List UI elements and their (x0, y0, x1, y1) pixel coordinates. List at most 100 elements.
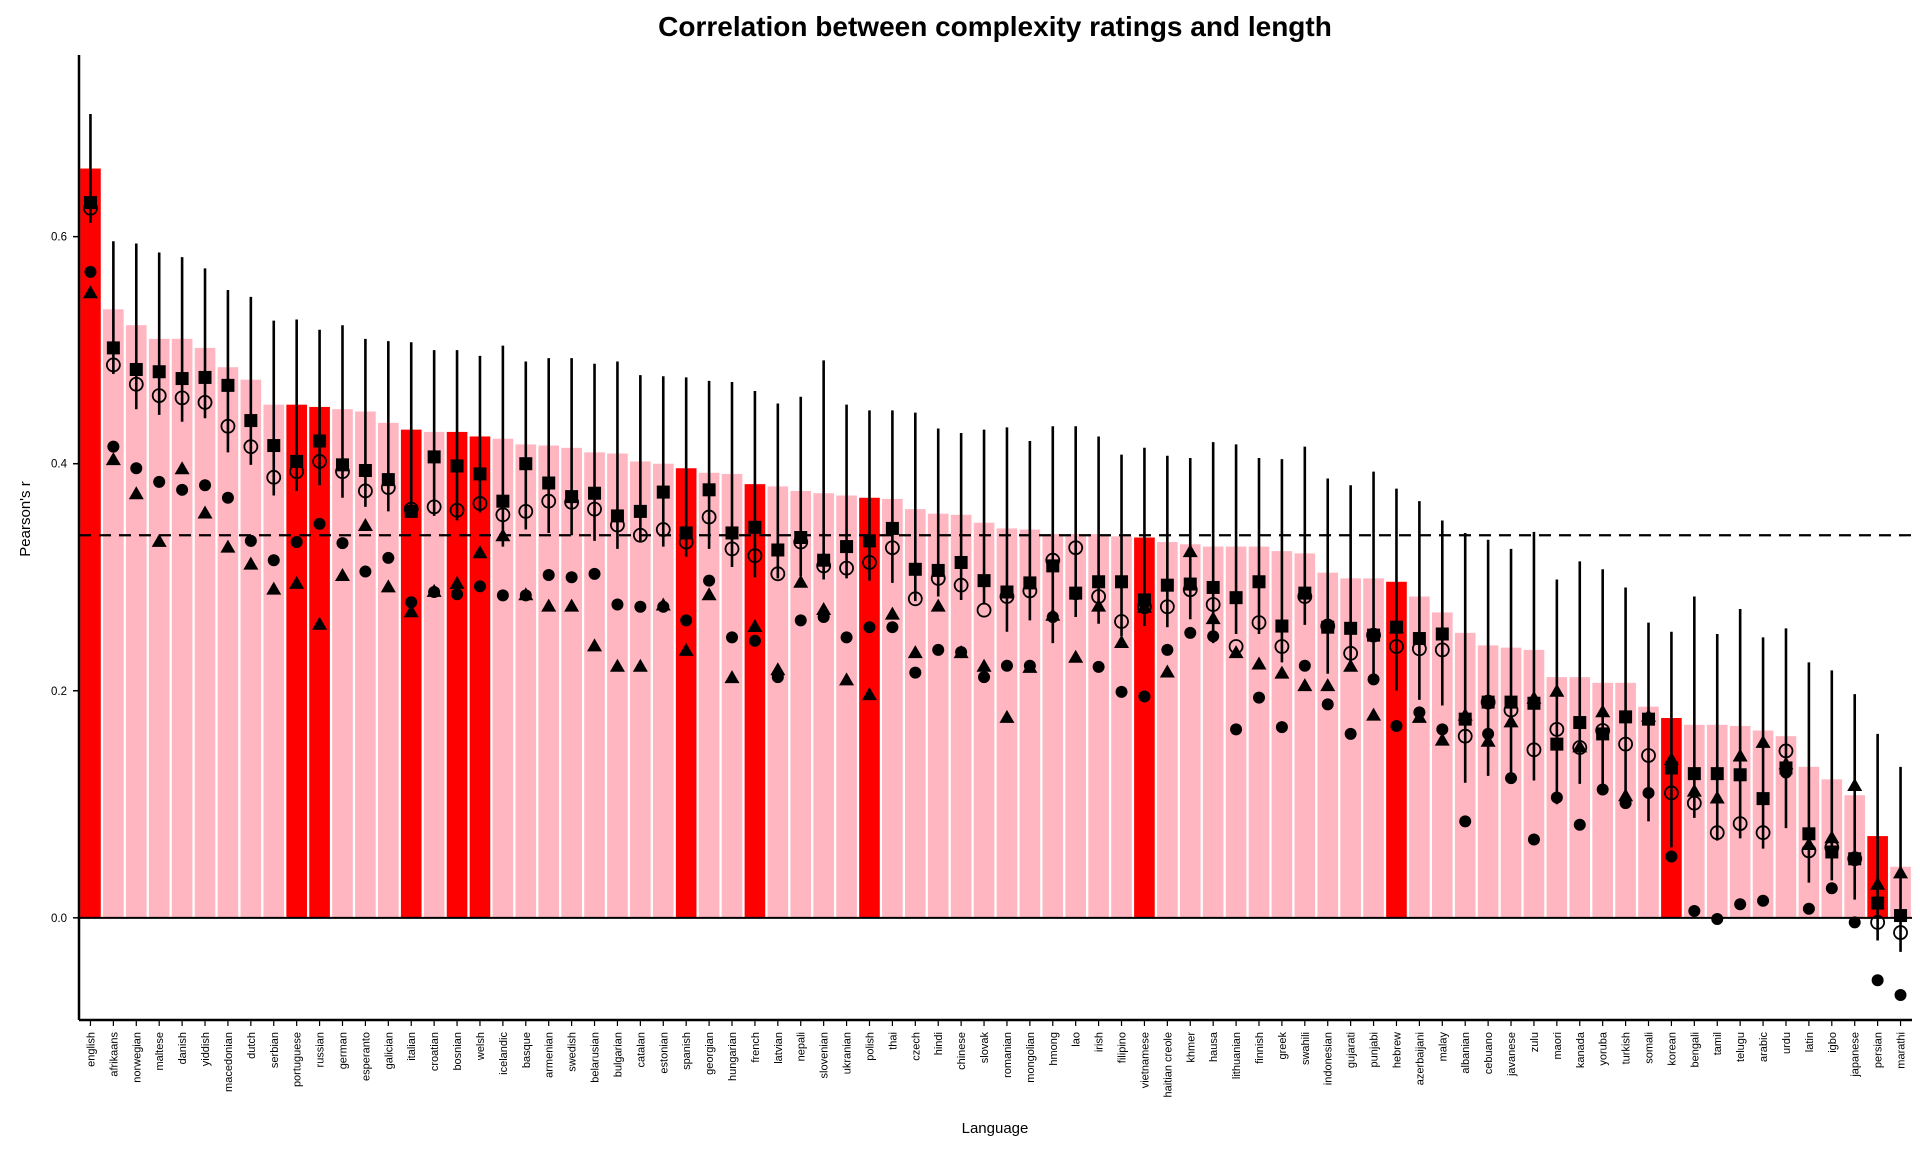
filled-circle-marker (1344, 727, 1357, 740)
x-tick-label: yiddish (200, 1032, 212, 1066)
x-tick-label: korean (1666, 1032, 1678, 1066)
square-marker (954, 555, 968, 569)
triangle-marker (541, 598, 557, 612)
open-circle-marker (953, 577, 969, 593)
x-tick-label: esperanto (360, 1032, 372, 1081)
bar (675, 468, 697, 918)
x-axis-title: Language (962, 1120, 1029, 1137)
triangle-marker (1824, 830, 1840, 844)
open-circle-marker (1641, 748, 1656, 763)
square-marker (1687, 767, 1701, 781)
filled-circle-marker (313, 517, 326, 530)
triangle-marker (999, 709, 1015, 723)
x-tick-label: somali (1644, 1032, 1656, 1064)
bar (400, 429, 422, 918)
square-marker (702, 483, 716, 497)
square-marker (1321, 620, 1335, 634)
triangle-marker (816, 602, 832, 616)
markers-layer (82, 196, 1909, 1002)
open-circle-marker (358, 483, 373, 499)
square-marker (381, 473, 395, 487)
x-tick-label: bengali (1689, 1032, 1701, 1067)
filled-circle-marker (336, 537, 349, 550)
triangle-marker (976, 658, 992, 672)
square-marker (1367, 628, 1381, 642)
x-tick-label: latvian (773, 1032, 785, 1064)
x-tick-label: marathi (1896, 1032, 1908, 1069)
open-circle-marker (1114, 614, 1129, 629)
x-tick-label: basque (521, 1032, 533, 1068)
open-circle-marker (266, 469, 282, 485)
bar (813, 493, 834, 918)
open-circle-marker (472, 496, 488, 511)
square-marker (1435, 627, 1449, 641)
triangle-marker (1755, 734, 1771, 748)
x-tick-label: serbian (269, 1032, 281, 1068)
x-tick-label: javanese (1506, 1032, 1518, 1077)
square-marker (1206, 580, 1220, 594)
x-tick-label: albanian (1460, 1032, 1472, 1074)
bar (1523, 649, 1545, 918)
open-circle-marker (1664, 785, 1679, 801)
square-marker (1229, 591, 1243, 605)
open-circle-marker (1755, 825, 1771, 841)
open-circle-marker (1389, 639, 1404, 654)
x-tick-label: igbo (1827, 1032, 1839, 1053)
x-tick-label: russian (315, 1032, 327, 1067)
filled-circle-marker (451, 588, 464, 601)
bar (996, 528, 1018, 918)
bar (1431, 612, 1453, 918)
x-tick-label: punjabi (1369, 1032, 1381, 1067)
x-tick-label: hebrew (1391, 1032, 1403, 1068)
x-tick-label: hungarian (727, 1032, 739, 1081)
y-tick-label: 0.4 (51, 459, 68, 471)
x-tick-label: afrikaans (108, 1032, 120, 1077)
bar (1065, 534, 1087, 918)
triangle-marker (1366, 707, 1382, 721)
x-tick-label: tamil (1712, 1032, 1724, 1055)
filled-circle-marker (267, 554, 280, 567)
square-marker (1894, 909, 1908, 923)
filled-circle-marker (817, 610, 830, 623)
x-tick-label: italian (406, 1032, 418, 1061)
square-marker (198, 370, 212, 384)
bar (1157, 542, 1178, 918)
square-marker (908, 562, 922, 576)
filled-circle-marker (1321, 698, 1334, 711)
triangle-marker (1205, 611, 1221, 625)
bar (1363, 578, 1384, 918)
open-circle-marker (541, 493, 557, 509)
bar (103, 309, 124, 918)
open-circle-marker (1457, 728, 1473, 744)
x-tick-label: danish (177, 1032, 189, 1064)
open-circle-marker (907, 591, 923, 607)
square-marker (1779, 761, 1793, 775)
filled-circle-marker (703, 574, 716, 587)
x-tick-label: maltese (154, 1032, 166, 1071)
square-marker (1664, 761, 1678, 775)
filled-circle-marker (1000, 659, 1013, 672)
triangle-marker (1595, 704, 1611, 718)
square-marker (290, 454, 304, 468)
x-tick-label: croatian (429, 1032, 441, 1071)
square-marker (1596, 727, 1610, 741)
square-marker (358, 464, 372, 478)
triangle-marker (1434, 732, 1450, 746)
filled-circle-marker (657, 600, 670, 613)
open-circle-marker (587, 501, 602, 517)
bar (1294, 553, 1316, 918)
square-marker (679, 526, 693, 540)
square-marker (1000, 585, 1014, 599)
filled-circle-marker (1688, 905, 1701, 918)
square-marker (565, 490, 579, 504)
open-circle-marker (1205, 597, 1221, 612)
open-circle-marker (701, 509, 717, 525)
square-marker (1046, 559, 1060, 573)
square-marker (1504, 695, 1518, 709)
triangle-marker (495, 528, 511, 542)
filled-circle-marker (978, 671, 991, 684)
x-tick-label: ukranian (842, 1032, 854, 1074)
square-marker (1160, 578, 1174, 592)
bar (607, 453, 628, 918)
